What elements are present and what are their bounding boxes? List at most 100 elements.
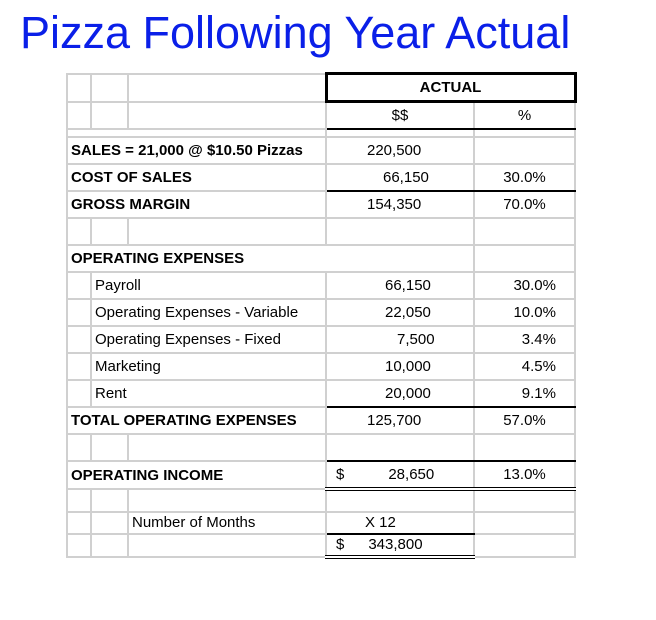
cell[interactable] bbox=[66, 72, 92, 103]
annual-total-amount: 343,800 bbox=[368, 536, 423, 553]
cell[interactable] bbox=[66, 100, 92, 130]
actual-header[interactable]: ACTUAL bbox=[324, 72, 577, 103]
expense-label[interactable]: Operating Expenses - Fixed bbox=[90, 325, 327, 354]
operating-expenses-label[interactable]: OPERATING EXPENSES bbox=[66, 244, 475, 273]
cell[interactable] bbox=[325, 128, 475, 138]
operating-income-label[interactable]: OPERATING INCOME bbox=[66, 460, 327, 490]
table-row-cost-of-sales: COST OF SALES 66,150 30.0% bbox=[66, 163, 576, 192]
cell[interactable] bbox=[66, 488, 92, 513]
expense-label[interactable]: Rent bbox=[90, 379, 327, 408]
cell[interactable] bbox=[325, 433, 475, 462]
operating-income-amount-cell[interactable]: $ 28,650 bbox=[325, 460, 475, 491]
expense-label[interactable]: Operating Expenses - Variable bbox=[90, 298, 327, 327]
expense-amount[interactable]: 10,000 bbox=[325, 352, 475, 381]
table-row-expense: Rent 20,000 9.1% bbox=[66, 379, 576, 408]
cell[interactable] bbox=[66, 352, 92, 381]
table-row-expense: Operating Expenses - Variable 22,050 10.… bbox=[66, 298, 576, 327]
cell[interactable] bbox=[66, 271, 92, 300]
percent-column-header[interactable]: % bbox=[473, 100, 576, 130]
cell[interactable] bbox=[473, 433, 576, 462]
cost-of-sales-label[interactable]: COST OF SALES bbox=[66, 163, 327, 192]
cell[interactable] bbox=[325, 488, 475, 513]
blank-row bbox=[66, 488, 576, 513]
expense-amount[interactable]: 66,150 bbox=[325, 271, 475, 300]
cell[interactable] bbox=[66, 533, 92, 558]
expense-percent[interactable]: 3.4% bbox=[473, 325, 576, 354]
expense-percent[interactable]: 10.0% bbox=[473, 298, 576, 327]
cell[interactable] bbox=[66, 511, 92, 535]
page-title: Pizza Following Year Actual bbox=[20, 7, 571, 58]
expense-amount[interactable]: 7,500 bbox=[325, 325, 475, 354]
table-row-expense: Marketing 10,000 4.5% bbox=[66, 352, 576, 381]
expense-percent[interactable]: 9.1% bbox=[473, 379, 576, 408]
annual-total-cell[interactable]: $ 343,800 bbox=[325, 533, 475, 559]
sales-percent[interactable] bbox=[473, 136, 576, 165]
cell[interactable] bbox=[90, 72, 129, 103]
cell[interactable] bbox=[473, 217, 576, 246]
cell[interactable] bbox=[66, 217, 92, 246]
table-row-total-operating-expenses: TOTAL OPERATING EXPENSES 125,700 57.0% bbox=[66, 406, 576, 435]
table-row-gross-margin: GROSS MARGIN 154,350 70.0% bbox=[66, 190, 576, 219]
table-row-annual-total: $ 343,800 bbox=[66, 533, 576, 559]
sales-label[interactable]: SALES = 21,000 @ $10.50 Pizzas bbox=[66, 136, 327, 165]
gross-margin-percent[interactable]: 70.0% bbox=[473, 190, 576, 219]
table-row-number-of-months: Number of Months X 12 bbox=[66, 511, 576, 535]
expense-label[interactable]: Marketing bbox=[90, 352, 327, 381]
cell[interactable] bbox=[127, 72, 327, 103]
expense-amount[interactable]: 20,000 bbox=[325, 379, 475, 408]
cell[interactable] bbox=[325, 217, 475, 246]
blank-row bbox=[66, 217, 576, 246]
cell[interactable] bbox=[473, 533, 576, 558]
total-operating-expenses-amount[interactable]: 125,700 bbox=[325, 406, 475, 435]
spacer-row bbox=[66, 128, 576, 138]
cell[interactable] bbox=[90, 533, 129, 558]
cell[interactable] bbox=[66, 128, 327, 138]
cell[interactable] bbox=[66, 298, 92, 327]
cell[interactable] bbox=[127, 217, 327, 246]
number-of-months-value[interactable]: X 12 bbox=[325, 511, 475, 535]
expense-percent[interactable]: 4.5% bbox=[473, 352, 576, 381]
blank-row bbox=[66, 433, 576, 462]
header-row-columns: $$ % bbox=[66, 100, 576, 130]
cell[interactable] bbox=[66, 325, 92, 354]
cell[interactable] bbox=[473, 244, 576, 273]
cell[interactable] bbox=[473, 511, 576, 535]
table-row-sales: SALES = 21,000 @ $10.50 Pizzas 220,500 bbox=[66, 136, 576, 165]
currency-symbol: $ bbox=[336, 536, 345, 553]
cell[interactable] bbox=[66, 433, 92, 462]
cell[interactable] bbox=[90, 217, 129, 246]
cell[interactable] bbox=[473, 128, 576, 138]
cell[interactable] bbox=[90, 488, 129, 513]
cost-of-sales-percent[interactable]: 30.0% bbox=[473, 163, 576, 192]
table-row-operating-income: OPERATING INCOME $ 28,650 13.0% bbox=[66, 460, 576, 491]
gross-margin-amount[interactable]: 154,350 bbox=[325, 190, 475, 219]
operating-income-amount: 28,650 bbox=[388, 466, 435, 483]
table-row-operating-expenses-header: OPERATING EXPENSES bbox=[66, 244, 576, 273]
expense-label[interactable]: Payroll bbox=[90, 271, 327, 300]
cell[interactable] bbox=[473, 488, 576, 513]
cell[interactable] bbox=[127, 433, 327, 462]
header-row-actual: ACTUAL bbox=[66, 72, 577, 103]
total-operating-expenses-percent[interactable]: 57.0% bbox=[473, 406, 576, 435]
operating-income-percent[interactable]: 13.0% bbox=[473, 460, 576, 491]
income-statement-table: ACTUAL $$ % SALES = 21,000 @ $10.50 Pizz… bbox=[66, 72, 577, 559]
number-of-months-label[interactable]: Number of Months bbox=[127, 511, 327, 535]
cell[interactable] bbox=[66, 379, 92, 408]
cell[interactable] bbox=[127, 100, 327, 130]
cell[interactable] bbox=[127, 488, 327, 513]
cell[interactable] bbox=[127, 533, 327, 558]
expense-amount[interactable]: 22,050 bbox=[325, 298, 475, 327]
total-operating-expenses-label[interactable]: TOTAL OPERATING EXPENSES bbox=[66, 406, 327, 435]
cell[interactable] bbox=[90, 100, 129, 130]
dollars-column-header[interactable]: $$ bbox=[325, 100, 475, 130]
cell[interactable] bbox=[90, 511, 129, 535]
currency-symbol: $ bbox=[336, 466, 345, 483]
cell[interactable] bbox=[90, 433, 129, 462]
income-statement-sheet: ACTUAL $$ % SALES = 21,000 @ $10.50 Pizz… bbox=[66, 72, 577, 559]
table-row-expense: Payroll 66,150 30.0% bbox=[66, 271, 576, 300]
table-row-expense: Operating Expenses - Fixed 7,500 3.4% bbox=[66, 325, 576, 354]
expense-percent[interactable]: 30.0% bbox=[473, 271, 576, 300]
sales-amount[interactable]: 220,500 bbox=[325, 136, 475, 165]
cost-of-sales-amount[interactable]: 66,150 bbox=[325, 163, 475, 192]
gross-margin-label[interactable]: GROSS MARGIN bbox=[66, 190, 327, 219]
